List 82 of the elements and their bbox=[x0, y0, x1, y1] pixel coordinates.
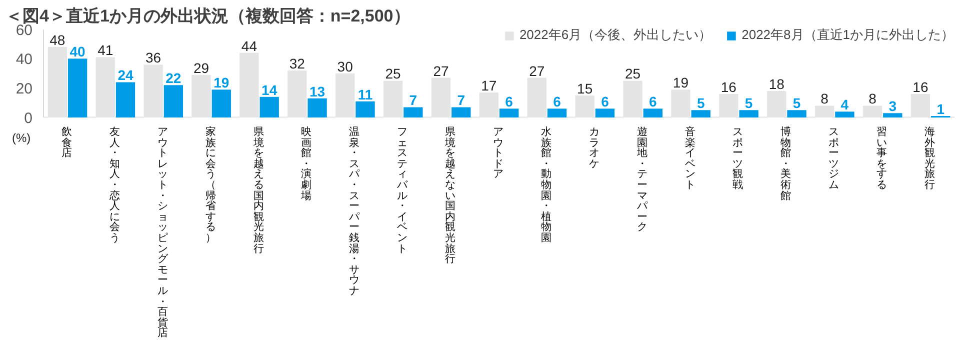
bar bbox=[452, 107, 471, 118]
category-label: 県境を越えない国内観光旅行 bbox=[445, 127, 456, 265]
bar bbox=[116, 82, 136, 118]
category-label: スポーツ観戦 bbox=[732, 127, 744, 191]
data-label: 11 bbox=[358, 86, 373, 102]
bar bbox=[308, 98, 327, 118]
data-label: 5 bbox=[744, 95, 753, 112]
bar bbox=[212, 90, 231, 118]
bar bbox=[356, 101, 375, 118]
category-label: 映画館・演劇場 bbox=[301, 127, 312, 202]
data-label: 29 bbox=[193, 60, 210, 76]
data-label: 6 bbox=[553, 94, 562, 110]
chart-title: ＜図4＞直近1か月の外出状況（複数回答：n=2,500） bbox=[6, 6, 410, 26]
data-label: 27 bbox=[433, 62, 449, 79]
category-label: 海外観光旅行 bbox=[924, 127, 936, 191]
data-label: 41 bbox=[98, 42, 114, 58]
bar bbox=[164, 85, 184, 118]
data-label: 16 bbox=[912, 78, 928, 95]
data-label: 13 bbox=[309, 83, 326, 100]
category-label: 博物館・美術館 bbox=[780, 127, 792, 202]
data-label: 8 bbox=[868, 90, 877, 107]
data-label: 25 bbox=[385, 66, 402, 82]
data-label: 25 bbox=[624, 66, 641, 82]
category-label: アウトドア bbox=[493, 127, 504, 180]
category-label: フェスティバル・イベント bbox=[397, 127, 408, 254]
data-label: 14 bbox=[262, 82, 278, 98]
data-label: 19 bbox=[672, 74, 689, 91]
data-label: 40 bbox=[70, 44, 86, 60]
legend-label: 2022年6月（今後、外出したい） bbox=[519, 26, 712, 44]
data-label: 32 bbox=[289, 55, 306, 72]
data-label: 24 bbox=[118, 67, 134, 84]
bar bbox=[547, 108, 567, 118]
category-label: スポーツジム bbox=[828, 127, 840, 191]
bar bbox=[499, 108, 519, 118]
bar bbox=[883, 113, 902, 118]
bar bbox=[595, 108, 615, 118]
data-label: 36 bbox=[146, 50, 162, 66]
category-label: 友人・知人・恋人に会う bbox=[109, 127, 120, 244]
data-label: 8 bbox=[820, 90, 829, 107]
category-label: カラオケ bbox=[588, 127, 600, 170]
y-tick-label: 40 bbox=[16, 51, 33, 68]
bar bbox=[643, 108, 662, 118]
data-label: 19 bbox=[214, 74, 230, 91]
data-label: 5 bbox=[696, 95, 705, 112]
data-label: 6 bbox=[649, 94, 658, 110]
category-label: アウトレット・ショッピングモール・百貨店 bbox=[157, 127, 168, 339]
ylabel: (%) bbox=[12, 130, 31, 147]
legend-label: 2022年8月（直近1か月に外出した） bbox=[742, 26, 954, 44]
data-label: 7 bbox=[409, 92, 418, 108]
data-label: 16 bbox=[720, 78, 737, 95]
data-label: 1 bbox=[936, 101, 945, 118]
data-label: 22 bbox=[166, 70, 182, 86]
data-label: 5 bbox=[792, 95, 801, 112]
category-label: 飲食店 bbox=[62, 127, 72, 159]
data-label: 17 bbox=[481, 78, 497, 94]
data-label: 44 bbox=[241, 38, 258, 54]
data-label: 18 bbox=[768, 76, 785, 92]
bar bbox=[739, 110, 758, 118]
bar bbox=[835, 112, 854, 118]
data-label: 6 bbox=[601, 94, 610, 110]
category-label: 県境を越える国内観光旅行 bbox=[253, 127, 264, 254]
y-tick-label: 20 bbox=[16, 80, 33, 98]
bar bbox=[691, 110, 710, 118]
bar bbox=[787, 110, 806, 118]
data-label: 6 bbox=[505, 94, 514, 110]
data-label: 4 bbox=[840, 96, 849, 113]
data-label: 15 bbox=[577, 80, 593, 96]
category-label: 習い事をする bbox=[876, 127, 888, 191]
y-tick-label: 0 bbox=[24, 110, 32, 127]
bar bbox=[404, 107, 423, 118]
category-label: 遊園地・テーマパーク bbox=[636, 127, 648, 233]
data-label: 30 bbox=[337, 58, 354, 74]
category-label: 温泉・スパ・スーパー銭湯・サウナ bbox=[349, 127, 360, 296]
data-label: 3 bbox=[888, 98, 897, 114]
category-label: 音楽イベント bbox=[684, 127, 696, 191]
data-label: 27 bbox=[529, 62, 545, 79]
category-label: 家族に会う（帰省する） bbox=[205, 127, 216, 244]
bar bbox=[260, 96, 279, 118]
data-label: 48 bbox=[50, 32, 66, 48]
data-label: 7 bbox=[457, 92, 466, 108]
category-label: 水族館・動物園・植物園 bbox=[540, 127, 552, 244]
bar bbox=[68, 58, 88, 118]
